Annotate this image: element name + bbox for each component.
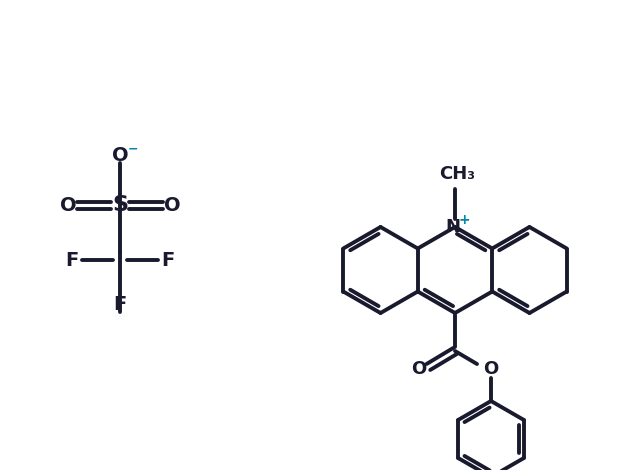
Text: S: S xyxy=(112,195,128,215)
Text: +: + xyxy=(458,213,470,227)
Text: F: F xyxy=(113,296,127,314)
Text: O: O xyxy=(112,146,128,164)
Text: O: O xyxy=(164,196,180,214)
Text: O: O xyxy=(483,360,499,378)
Text: O: O xyxy=(412,360,427,378)
Text: F: F xyxy=(65,251,79,269)
Text: N: N xyxy=(445,218,461,236)
Text: −: − xyxy=(128,142,138,156)
Text: F: F xyxy=(161,251,175,269)
Text: CH₃: CH₃ xyxy=(439,165,475,183)
Text: O: O xyxy=(60,196,76,214)
